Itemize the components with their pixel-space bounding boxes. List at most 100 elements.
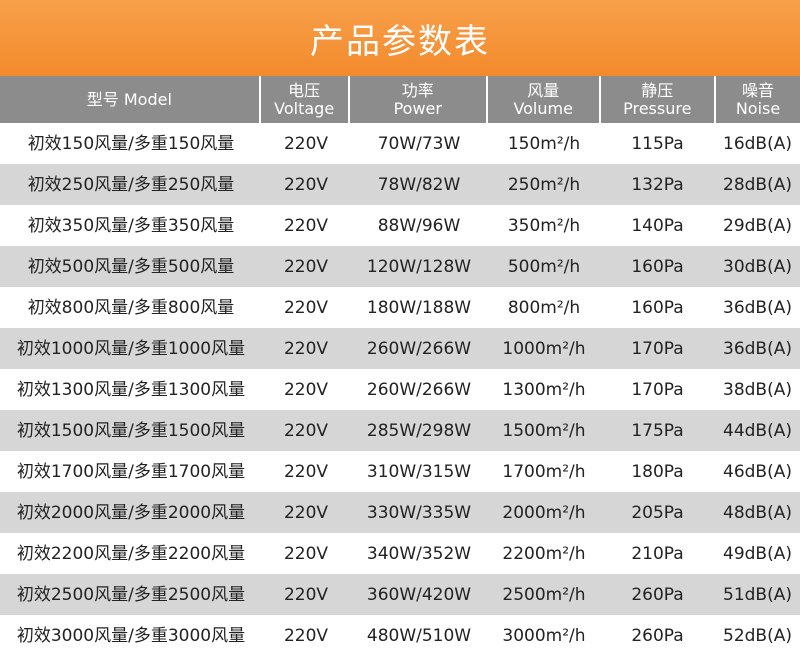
table-cell: 310W/315W — [366, 461, 472, 482]
table-row: 初效250风量/多重250风量 220V 78W/82W 250m²/h 132Pa 28… — [0, 164, 800, 205]
table-cell: 160Pa — [631, 256, 684, 277]
header-text: Volume — [513, 98, 573, 118]
table-cell: 1300m²/h — [502, 379, 586, 400]
table-cell: 初效1000风量/多重1000风量 — [16, 338, 246, 359]
table-cell: 220V — [283, 461, 329, 482]
table-row: 初效1700风量/多重1700风量 220V 310W/315W 1700m²/h 18… — [0, 451, 800, 492]
table-cell: 210Pa — [631, 543, 684, 564]
spec-table: 型号 Model 电压 Voltage 功率 Power 风量 Volume 静压 Pressu… — [0, 76, 800, 656]
table-cell: 180W/188W — [366, 297, 472, 318]
header-text: Voltage — [274, 98, 335, 118]
table-cell: 78W/82W — [377, 174, 461, 195]
table-row: 初效500风量/多重500风量 220V 120W/128W 500m²/h 160Pa… — [0, 246, 800, 287]
table-cell: 初效1500风量/多重1500风量 — [16, 420, 246, 441]
table-cell: 38dB(A) — [723, 379, 792, 400]
header-text: 风量 — [527, 80, 560, 100]
header-cell: 型号 Model — [0, 76, 259, 123]
header-cell: 风量 Volume — [485, 76, 599, 123]
header-text: 功率 — [401, 80, 434, 100]
table-cell: 220V — [283, 215, 329, 236]
table-cell: 36dB(A) — [723, 297, 792, 318]
table-cell: 初效2200风量/多重2200风量 — [16, 543, 246, 564]
table-cell: 220V — [283, 502, 329, 523]
table-cell: 360W/420W — [366, 584, 472, 605]
table-cell: 170Pa — [631, 338, 684, 359]
table-cell: 480W/510W — [366, 625, 472, 646]
table-cell: 16dB(A) — [723, 133, 792, 154]
table-cell: 52dB(A) — [723, 625, 792, 646]
table-cell: 175Pa — [631, 420, 684, 441]
table-cell: 1500m²/h — [502, 420, 586, 441]
table-cell: 30dB(A) — [723, 256, 792, 277]
table-cell: 220V — [283, 174, 329, 195]
table-cell: 28dB(A) — [723, 174, 792, 195]
table-cell: 160Pa — [631, 297, 684, 318]
table-cell: 330W/335W — [366, 502, 472, 523]
table-cell: 1700m²/h — [502, 461, 586, 482]
table-row: 初效3000风量/多重3000风量 220V 480W/510W 3000m²/h 26… — [0, 615, 800, 656]
table-cell: 260W/266W — [366, 338, 472, 359]
table-cell: 初效3000风量/多重3000风量 — [16, 625, 246, 646]
header-text: 静压 — [641, 80, 674, 100]
table-cell: 250m²/h — [507, 174, 581, 195]
table-row: 初效1500风量/多重1500风量 220V 285W/298W 1500m²/h 17… — [0, 410, 800, 451]
table-cell: 初效250风量/多重250风量 — [27, 174, 235, 195]
table-cell: 初效1700风量/多重1700风量 — [16, 461, 246, 482]
table-row: 初效350风量/多重350风量 220V 88W/96W 350m²/h 140Pa 29… — [0, 205, 800, 246]
header-text: 型号 Model — [86, 89, 172, 109]
table-cell: 260Pa — [631, 625, 684, 646]
header-text: Power — [393, 98, 442, 118]
table-cell: 48dB(A) — [723, 502, 792, 523]
header-cell: 噪音 Noise — [714, 76, 800, 123]
table-cell: 2000m²/h — [502, 502, 586, 523]
table-row: 初效150风量/多重150风量 220V 70W/73W 150m²/h 115Pa 16… — [0, 123, 800, 164]
table-cell: 205Pa — [631, 502, 684, 523]
table-cell: 初效800风量/多重800风量 — [27, 297, 235, 318]
table-cell: 800m²/h — [507, 297, 581, 318]
table-cell: 2500m²/h — [502, 584, 586, 605]
header-cell: 电压 Voltage — [258, 76, 348, 123]
table-cell: 70W/73W — [377, 133, 461, 154]
table-cell: 350m²/h — [507, 215, 581, 236]
table-cell: 260W/266W — [366, 379, 472, 400]
table-cell: 220V — [283, 338, 329, 359]
header-text: 电压 — [288, 80, 321, 100]
table-cell: 220V — [283, 543, 329, 564]
table-cell: 2200m²/h — [502, 543, 586, 564]
table-cell: 46dB(A) — [723, 461, 792, 482]
table-cell: 49dB(A) — [723, 543, 792, 564]
header-text: Noise — [735, 98, 781, 118]
table-row: 初效800风量/多重800风量 220V 180W/188W 800m²/h 160Pa… — [0, 287, 800, 328]
table-cell: 140Pa — [631, 215, 684, 236]
table-cell: 220V — [283, 297, 329, 318]
table-cell: 初效500风量/多重500风量 — [27, 256, 235, 277]
table-cell: 36dB(A) — [723, 338, 792, 359]
table-cell: 132Pa — [631, 174, 684, 195]
table-cell: 220V — [283, 584, 329, 605]
table-cell: 88W/96W — [377, 215, 461, 236]
header-cell: 静压 Pressure — [598, 76, 715, 123]
table-cell: 220V — [283, 420, 329, 441]
table-cell: 51dB(A) — [723, 584, 792, 605]
table-row: 初效2500风量/多重2500风量 220V 360W/420W 2500m²/h 26… — [0, 574, 800, 615]
table-row: 初效1000风量/多重1000风量 220V 260W/266W 1000m²/h 17… — [0, 328, 800, 369]
table-row: 初效2000风量/多重2000风量 220V 330W/335W 2000m²/h 20… — [0, 492, 800, 533]
table-cell: 150m²/h — [507, 133, 581, 154]
header-text: 噪音 — [742, 80, 775, 100]
table-cell: 初效1300风量/多重1300风量 — [16, 379, 246, 400]
table-cell: 170Pa — [631, 379, 684, 400]
table-cell: 285W/298W — [366, 420, 472, 441]
table-cell: 120W/128W — [366, 256, 472, 277]
table-row: 初效2200风量/多重2200风量 220V 340W/352W 2200m²/h 21… — [0, 533, 800, 574]
header-cell: 功率 Power — [347, 76, 486, 123]
table-cell: 初效350风量/多重350风量 — [27, 215, 235, 236]
table-cell: 260Pa — [631, 584, 684, 605]
title: 产品参数表 — [0, 0, 800, 76]
table-cell: 115Pa — [631, 133, 684, 154]
table-cell: 180Pa — [631, 461, 684, 482]
header-text: Pressure — [623, 98, 692, 118]
table-cell: 44dB(A) — [723, 420, 792, 441]
table-cell: 220V — [283, 625, 329, 646]
table-cell: 初效150风量/多重150风量 — [27, 133, 235, 154]
